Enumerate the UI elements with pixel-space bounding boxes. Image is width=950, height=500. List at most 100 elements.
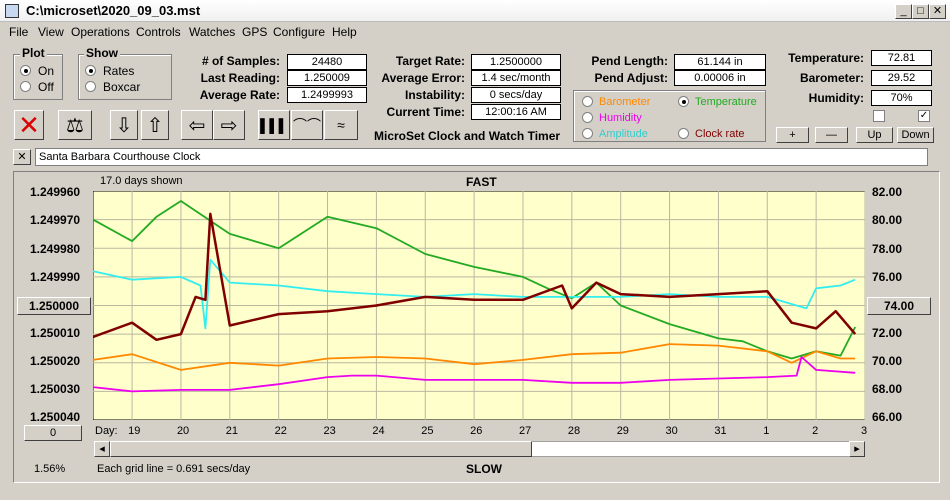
left-zero-button[interactable]: 0 bbox=[24, 425, 82, 441]
plot-on-radio[interactable] bbox=[20, 65, 31, 79]
chart-frame bbox=[13, 171, 940, 483]
fast-label: FAST bbox=[466, 175, 497, 189]
left-tick: 1.250040 bbox=[30, 410, 81, 424]
instability-value: 0 secs/day bbox=[471, 87, 561, 103]
plot-off-label: Off bbox=[38, 80, 54, 94]
right-tick: 72.00 bbox=[872, 326, 903, 340]
clock-rate-radio[interactable] bbox=[678, 128, 689, 142]
menu-watches[interactable]: Watches bbox=[189, 25, 236, 39]
clear-clock-button[interactable]: ✕ bbox=[13, 149, 31, 165]
close-x-icon[interactable]: ✕ bbox=[14, 110, 44, 140]
arrow-left-icon[interactable]: ⇦ bbox=[181, 110, 213, 140]
left-tick: 1.249960 bbox=[30, 185, 81, 199]
barometer-label: Barometer: bbox=[799, 71, 864, 85]
right-tick: 70.00 bbox=[872, 354, 903, 368]
menu-help[interactable]: Help bbox=[332, 25, 357, 39]
average-error-value: 1.4 sec/month bbox=[471, 70, 561, 86]
scroll-right-button[interactable]: ▸ bbox=[849, 441, 865, 457]
arrow-right-icon[interactable]: ⇨ bbox=[213, 110, 245, 140]
day-tick-label: 29 bbox=[616, 425, 629, 437]
sensor-options-group bbox=[573, 90, 766, 142]
balance-icon[interactable]: ⚖ bbox=[58, 110, 92, 140]
close-button[interactable]: ✕ bbox=[929, 4, 946, 19]
menu-gps[interactable]: GPS bbox=[242, 25, 268, 39]
menu-view[interactable]: View bbox=[38, 25, 64, 39]
scroll-track[interactable] bbox=[532, 442, 849, 456]
temperature-label: Temperature: bbox=[788, 51, 864, 65]
day-tick-label: 3 bbox=[861, 425, 868, 437]
arrow-down-icon[interactable]: ⇩ bbox=[110, 110, 138, 140]
last-reading-value: 1.250009 bbox=[287, 70, 367, 86]
histogram-icon[interactable]: ▌▌▌ bbox=[258, 110, 290, 140]
down-button[interactable]: Down bbox=[897, 127, 934, 143]
series-line-humidity bbox=[93, 356, 856, 393]
samples-value: 24480 bbox=[287, 54, 367, 70]
show-group-label: Show bbox=[84, 46, 120, 60]
day-tick-label: 28 bbox=[567, 425, 581, 437]
env-checkbox-2[interactable]: ✓ bbox=[918, 110, 930, 122]
humidity-option-label: Humidity bbox=[599, 112, 642, 124]
menu-configure[interactable]: Configure bbox=[273, 25, 326, 39]
scroll-left-button[interactable]: ◂ bbox=[94, 441, 110, 457]
temperature-radio[interactable] bbox=[678, 96, 689, 110]
barometer-radio[interactable] bbox=[582, 96, 593, 110]
env-checkbox-1[interactable] bbox=[873, 110, 885, 122]
pend-adjust-value[interactable]: 0.00006 in bbox=[674, 70, 766, 86]
left-tick: 1.249990 bbox=[30, 270, 81, 284]
barometer-option-label: Barometer bbox=[599, 96, 651, 108]
menu-operations[interactable]: Operations bbox=[71, 25, 130, 39]
left-tick: 1.250020 bbox=[30, 354, 81, 368]
boxcar-radio[interactable] bbox=[85, 81, 96, 95]
series-line-rate bbox=[93, 212, 857, 342]
left-tick: 1.249980 bbox=[30, 242, 81, 256]
day-tick-label: 19 bbox=[128, 425, 141, 437]
clock-name-field[interactable]: Santa Barbara Courthouse Clock bbox=[35, 148, 928, 166]
percent-label: 1.56% bbox=[34, 463, 66, 475]
right-tick: 80.00 bbox=[872, 213, 903, 227]
day-tick-label: 24 bbox=[372, 425, 385, 437]
target-rate-value[interactable]: 1.2500000 bbox=[471, 54, 561, 70]
maximize-button[interactable]: □ bbox=[912, 4, 929, 19]
plus-button[interactable]: + bbox=[776, 127, 809, 143]
up-button[interactable]: Up bbox=[856, 127, 893, 143]
humidity-radio[interactable] bbox=[582, 112, 593, 126]
series-line-amplitude bbox=[93, 258, 856, 330]
day-tick-label: 26 bbox=[470, 425, 483, 437]
left-center-tick-button[interactable]: 1.250000 bbox=[17, 297, 91, 315]
menu-controls[interactable]: Controls bbox=[136, 25, 181, 39]
arrow-up-icon[interactable]: ⇧ bbox=[141, 110, 169, 140]
multi-wave-icon[interactable]: ≈ bbox=[324, 110, 358, 140]
title-bar bbox=[0, 0, 950, 22]
humidity-value: 70% bbox=[871, 90, 932, 106]
humidity-label: Humidity: bbox=[808, 91, 864, 105]
plot-on-label: On bbox=[38, 64, 55, 78]
app-icon bbox=[5, 4, 19, 18]
day-tick-label: 20 bbox=[176, 425, 190, 437]
day-tick-label: 23 bbox=[323, 425, 336, 437]
day-tick-label: 21 bbox=[225, 425, 239, 437]
amplitude-radio[interactable] bbox=[582, 128, 593, 142]
show-group bbox=[78, 54, 172, 100]
target-rate-label: Target Rate: bbox=[395, 54, 465, 68]
scroll-thumb[interactable] bbox=[110, 441, 532, 457]
pend-length-value[interactable]: 61.144 in bbox=[674, 54, 766, 70]
window-title: C:\microset\2020_09_03.mst bbox=[26, 3, 201, 18]
slow-label: SLOW bbox=[466, 462, 502, 476]
right-center-tick-button[interactable]: 74.00 bbox=[867, 297, 931, 315]
left-tick: 1.250010 bbox=[30, 326, 81, 340]
pend-adjust-label: Pend Adjust: bbox=[594, 71, 668, 85]
minus-button[interactable]: — bbox=[815, 127, 848, 143]
average-error-label: Average Error: bbox=[381, 71, 465, 85]
wave-icon[interactable]: ⌒⌒ bbox=[291, 110, 323, 140]
left-tick: 1.249970 bbox=[30, 213, 81, 227]
rates-radio[interactable] bbox=[85, 65, 96, 79]
day-tick-label: 22 bbox=[274, 425, 287, 437]
average-rate-label: Average Rate: bbox=[199, 88, 280, 102]
menu-file[interactable]: File bbox=[9, 25, 29, 39]
boxcar-label: Boxcar bbox=[103, 80, 141, 94]
minimize-button[interactable]: _ bbox=[895, 4, 912, 19]
right-tick: 82.00 bbox=[872, 185, 903, 199]
plot-off-radio[interactable] bbox=[20, 81, 31, 95]
app-name: MicroSet Clock and Watch Timer bbox=[374, 129, 561, 143]
right-tick: 78.00 bbox=[872, 242, 903, 256]
